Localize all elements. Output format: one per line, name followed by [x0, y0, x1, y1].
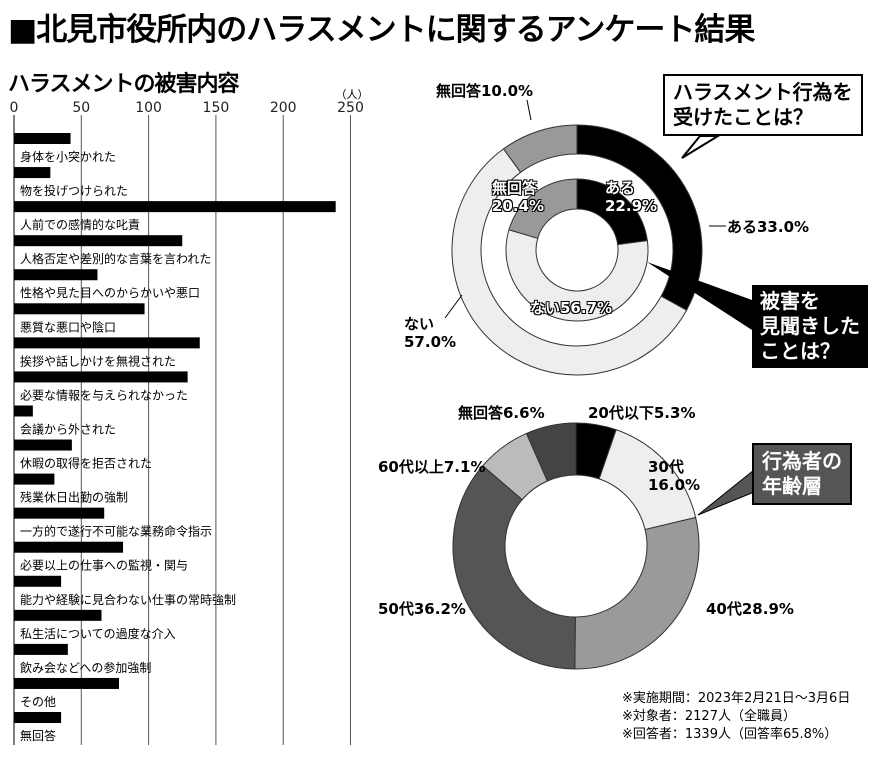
bar-category-label: 必要以上の仕事への監視・関与: [20, 558, 188, 573]
callout-age-line1: 行為者の: [762, 449, 842, 473]
callout-pointer: [647, 262, 752, 330]
callout-received-line2: 受けたことは？: [673, 105, 813, 129]
age-30-label-1: 30代: [648, 458, 684, 476]
bar: [14, 677, 119, 689]
bar-category-label: 物を投げつけられた: [20, 183, 128, 198]
outer-no-label-2: 57.0%: [404, 333, 457, 351]
callout-age: 行為者の 年齢層: [752, 443, 852, 505]
callout-pointer: [681, 135, 722, 159]
age-40-label: 40代28.9%: [706, 600, 794, 618]
callout-received: ハラスメント行為を 受けたことは？: [663, 74, 863, 136]
bar-category-label: 会議から外された: [20, 422, 116, 436]
x-tick-label: 0: [10, 100, 19, 116]
age-20-label: 20代以下5.3%: [588, 404, 696, 422]
unit-label: （人）: [336, 88, 369, 101]
bar: [14, 643, 68, 655]
bar: [14, 167, 51, 179]
bar: [14, 235, 183, 247]
x-tick-label: 150: [203, 100, 230, 116]
bar: [14, 507, 105, 519]
bar-category-label: 飲み会などへの参加強制: [20, 660, 151, 675]
x-tick-label: 100: [135, 100, 162, 116]
inner-no-label: ない56.7%: [530, 299, 613, 317]
inner-yes-label-2: 22.9%: [605, 197, 658, 215]
callout-witnessed-line2: 見聞きした: [760, 314, 860, 338]
bar-category-label: 能力や経験に見合わない仕事の常時強制: [20, 592, 236, 607]
age-60-label: 60代以上7.1%: [378, 458, 486, 476]
bar: [14, 133, 71, 144]
callout-pointer: [697, 468, 755, 516]
outer-no-label-1: ない: [404, 315, 435, 333]
age-30-label-2: 16.0%: [648, 476, 701, 494]
bar-category-label: 人格否定や差別的な言葉を言われた: [20, 251, 211, 266]
bar-category-label: 悪質な悪口や陰口: [20, 319, 116, 334]
age-noanswer-label: 無回答6.6%: [458, 404, 545, 422]
bar-category-label: 私生活についての過度な介入: [20, 626, 176, 641]
bar: [14, 575, 62, 587]
outer-yes-label: ある33.0%: [727, 218, 810, 236]
outer-noanswer-label: 無回答10.0%: [436, 82, 534, 100]
age-ring-slice: [574, 516, 700, 670]
bar: [14, 269, 98, 281]
inner-yes-label-1: ある: [605, 179, 636, 197]
inner-noanswer-label-1: 無回答: [492, 179, 538, 197]
callout-received-line1: ハラスメント行為を: [673, 80, 853, 104]
bar-category-label: 必要な情報を与えられなかった: [20, 388, 188, 402]
bar-category-label: 挨拶や話しかけを無視された: [20, 353, 176, 368]
bar: [14, 712, 62, 724]
inner-ring-slice: [508, 178, 578, 239]
leader-line: [526, 99, 532, 121]
x-tick-label: 50: [72, 100, 90, 116]
bar-category-label: 休暇の取得を拒否された: [20, 456, 152, 471]
bar-category-label: その他: [20, 695, 56, 709]
page-title: ■北見市役所内のハラスメントに関するアンケート結果: [8, 12, 755, 48]
x-tick-label: 250: [337, 100, 364, 116]
callout-witnessed-line1: 被害を: [760, 289, 820, 313]
age-ring-slice: [525, 422, 577, 482]
note-target: ※対象者：2127人（全職員）: [622, 709, 796, 724]
bar-category-label: 残業休日出勤の強制: [20, 491, 128, 505]
age-50-label: 50代36.2%: [378, 600, 466, 618]
note-period: ※実施期間：2023年2月21日～3月6日: [622, 691, 851, 706]
bar-category-label: 無回答: [20, 728, 56, 743]
bar-category-label: 人前での感情的な叱責: [20, 217, 140, 232]
outer-ring-slice: [451, 148, 688, 376]
age-ring-slice: [452, 465, 576, 670]
callout-age-line2: 年齢層: [762, 474, 822, 498]
inner-noanswer-label-2: 20.4%: [492, 197, 545, 215]
bar-category-label: 性格や見た目へのからかいや悪口: [20, 285, 200, 300]
callout-witnessed: 被害を 見聞きした ことは？: [752, 285, 868, 368]
bar: [14, 541, 124, 553]
bar-category-label: 身体を小突かれた: [20, 149, 116, 164]
bar: [14, 201, 336, 213]
x-tick-label: 200: [270, 100, 297, 116]
leader-line: [444, 294, 463, 319]
bar: [14, 303, 145, 315]
survey-notes: ※実施期間：2023年2月21日～3月6日 ※対象者：2127人（全職員） ※回…: [622, 690, 850, 744]
bar: [14, 473, 55, 485]
bar: [14, 371, 188, 383]
bar: [14, 609, 102, 621]
outer-ring-slice: [502, 124, 578, 174]
bar: [14, 337, 200, 349]
note-respondents: ※回答者：1339人（回答率65.8%）: [622, 727, 838, 742]
callout-witnessed-line3: ことは？: [760, 339, 840, 363]
inner-ring-slice: [505, 229, 649, 322]
bar-category-label: 一方的で遂行不可能な業務命令指示: [20, 524, 212, 539]
bar: [14, 405, 33, 417]
bar: [14, 439, 72, 451]
bar-chart-title: ハラスメントの被害内容: [8, 72, 240, 97]
